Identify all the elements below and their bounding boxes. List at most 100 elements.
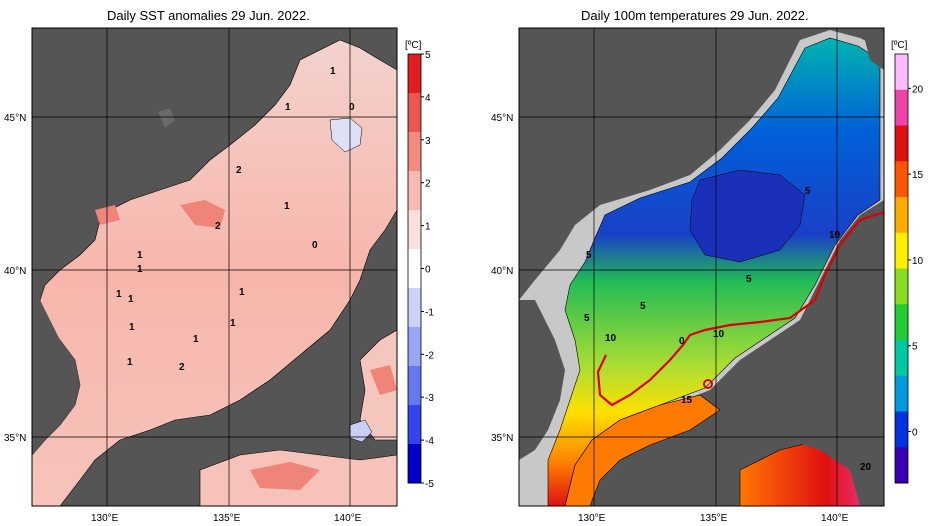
left-lon-label: 135°E <box>213 513 241 524</box>
left-contour-label: 2 <box>236 165 242 176</box>
colorbar-tick-label: 5 <box>912 342 918 353</box>
colorbar-tick-label: 20 <box>912 84 924 95</box>
left-panel-title: Daily SST anomalies 29 Jun. 2022. <box>107 8 310 23</box>
right-contour-label: 15 <box>681 395 693 406</box>
colorbar-tick-label: 1 <box>425 222 431 233</box>
colorbar-swatch <box>895 304 908 341</box>
colorbar-tick-label: 15 <box>912 170 924 181</box>
colorbar-swatch <box>895 89 908 126</box>
colorbar-tick-label: 5 <box>425 50 431 61</box>
colorbar-tick-label: 0 <box>912 428 918 439</box>
left-contour-label: 1 <box>284 201 290 212</box>
left-contour-label: 1 <box>129 322 135 333</box>
right-contour-label: 5 <box>584 313 590 324</box>
right-lon-label: 140°E <box>821 513 849 524</box>
right-graticule <box>519 28 884 506</box>
left-lat-label: 35°N <box>4 433 26 444</box>
right-colorbar-frame <box>894 53 909 484</box>
left-contour-labels: 1 1 0 2 1 2 0 1 1 1 1 1 1 1 1 1 2 <box>116 66 355 373</box>
right-colorbar-bar <box>895 54 908 484</box>
colorbar-tick-label: 10 <box>912 256 924 267</box>
right-temperature-field <box>547 37 881 506</box>
left-colorbar-unit: [ºC] <box>405 40 422 51</box>
right-korea <box>519 300 565 460</box>
colorbar-tick-label: 4 <box>425 93 431 104</box>
colorbar-swatch <box>895 447 908 484</box>
left-contour-label: 1 <box>330 66 336 77</box>
colorbar-tick-label: -2 <box>425 350 434 361</box>
right-contour-label: 10 <box>829 230 841 241</box>
right-contour-label: 5 <box>746 274 752 285</box>
colorbar-swatch <box>895 375 908 412</box>
left-contour-label: 0 <box>312 240 318 251</box>
left-contour-label: 2 <box>215 221 221 232</box>
left-map-frame <box>31 27 398 507</box>
right-contour-label: 5 <box>805 186 811 197</box>
left-map <box>32 28 397 506</box>
right-lat-label: 45°N <box>491 113 513 124</box>
left-sakhalin <box>158 108 175 128</box>
right-warm-tsushima <box>564 394 721 506</box>
right-lon-label: 130°E <box>578 513 606 524</box>
left-colorbar-bar <box>408 54 421 484</box>
right-hokkaido <box>862 28 884 70</box>
right-lon-label: 135°E <box>700 513 728 524</box>
colorbar-swatch <box>408 54 421 94</box>
left-axis-labels: 45°N 40°N 35°N 130°E 135°E 140°E <box>4 113 362 524</box>
left-korea <box>32 300 80 455</box>
left-contour-label: 1 <box>137 264 143 275</box>
left-contour-label: 1 <box>127 357 133 368</box>
left-contour-label: 1 <box>230 318 236 329</box>
right-colorbar-unit: [ºC] <box>891 40 908 51</box>
right-contour-label: 5 <box>586 250 592 261</box>
left-lat-label: 45°N <box>4 113 26 124</box>
colorbar-swatch <box>408 444 421 484</box>
right-axis-labels: 45°N 40°N 35°N 130°E 135°E 140°E <box>491 113 849 524</box>
colorbar-swatch <box>895 125 908 162</box>
right-cold-core <box>689 169 806 263</box>
colorbar-swatch <box>408 210 421 250</box>
left-contour-label: 1 <box>239 287 245 298</box>
left-lat-label: 40°N <box>4 266 26 277</box>
left-lon-label: 130°E <box>91 513 119 524</box>
colorbar-swatch <box>408 366 421 406</box>
right-map <box>519 28 884 506</box>
colorbar-tick-label: -1 <box>425 307 434 318</box>
colorbar-tick-label: 0 <box>425 265 431 276</box>
colorbar-tick-label: -4 <box>425 436 434 447</box>
left-colorbar-ticks: 5 4 3 2 1 0 -1 -2 -3 -4 -5 <box>421 50 434 490</box>
left-contour-label: 1 <box>285 102 291 113</box>
left-contour-label: 0 <box>349 102 355 113</box>
left-contour-label: 1 <box>116 289 122 300</box>
right-isotherm-10-eddy <box>703 379 713 389</box>
right-map-frame <box>518 27 885 507</box>
colorbar-swatch <box>408 132 421 172</box>
left-contour-label: 2 <box>179 362 185 373</box>
right-contour-labels: 5 10 5 5 5 5 10 10 0 15 20 <box>584 186 872 473</box>
left-graticule <box>32 28 397 506</box>
colorbar-swatch <box>408 327 421 367</box>
right-lat-label: 35°N <box>491 433 513 444</box>
colorbar-swatch <box>408 405 421 445</box>
right-honshu <box>735 250 884 506</box>
colorbar-swatch <box>895 161 908 198</box>
colorbar-tick-label: -5 <box>425 479 434 490</box>
right-contour-label: 10 <box>605 333 617 344</box>
colorbar-swatch <box>895 411 908 448</box>
colorbar-swatch <box>408 93 421 133</box>
colorbar-swatch <box>408 288 421 328</box>
left-hokkaido <box>372 28 397 60</box>
right-contour-label: 20 <box>860 462 872 473</box>
colorbar-tick-label: 3 <box>425 136 431 147</box>
colorbar-swatch <box>895 197 908 234</box>
colorbar-tick-label: 2 <box>425 179 431 190</box>
colorbar-swatch <box>895 232 908 269</box>
left-contour-label: 1 <box>193 334 199 345</box>
colorbar-swatch <box>895 54 908 91</box>
right-lat-label: 40°N <box>491 266 513 277</box>
colorbar-swatch <box>408 249 421 289</box>
right-panel-title: Daily 100m temperatures 29 Jun. 2022. <box>581 8 809 23</box>
colorbar-swatch <box>895 340 908 377</box>
left-contour-label: 1 <box>128 294 134 305</box>
